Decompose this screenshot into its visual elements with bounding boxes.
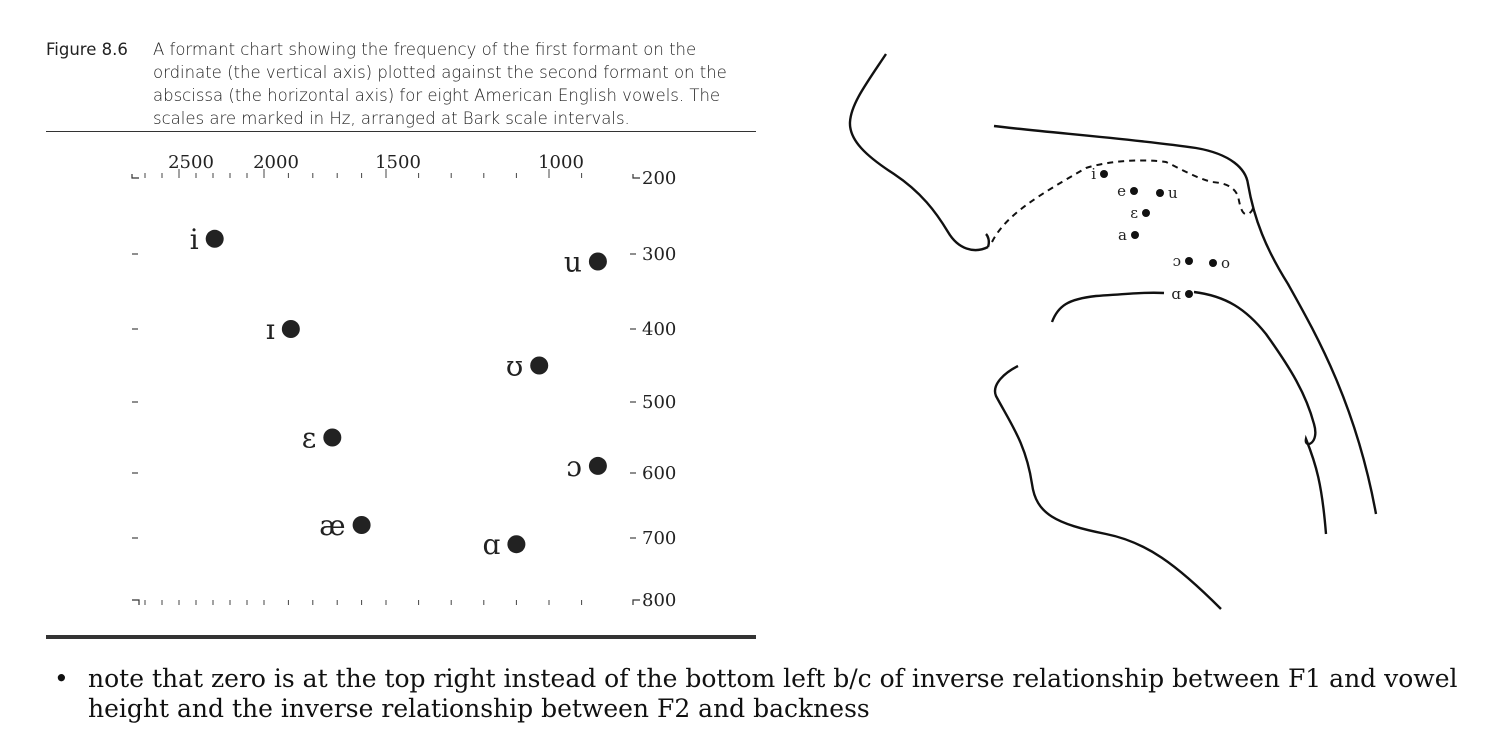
- caption-rule: [46, 131, 756, 132]
- vocal-tract-diagram: i e u ɛa ɔ o ɑ: [848, 53, 1378, 610]
- tract-vowel-label: e: [1117, 182, 1126, 200]
- corner-bottom-right: [632, 599, 640, 605]
- x-tick-label: 1000: [538, 152, 584, 173]
- vowel-point: [507, 535, 526, 554]
- tract-vowel-label: ɔ: [1173, 252, 1181, 270]
- corner-bottom-left: [132, 599, 140, 605]
- vowel-point: [352, 516, 371, 534]
- y-tick-label: 200: [642, 168, 676, 189]
- figure-number: Figure 8.6: [46, 40, 128, 59]
- tract-vowel-label: i: [1091, 165, 1096, 183]
- tract-vowel-dot: [1100, 170, 1108, 178]
- vowel-point-label: ɔ: [566, 450, 582, 483]
- vowel-point: [281, 320, 300, 338]
- vowel-point-label: ʊ: [506, 350, 523, 383]
- chart-points: i u ɪ ʊ ɛ ɔ æ ɑ: [190, 223, 607, 561]
- y-tick-label: 700: [642, 528, 676, 549]
- y-tick-label: 500: [642, 392, 676, 413]
- x-tick-label: 1500: [375, 152, 421, 173]
- note-text: note that zero is at the top right inste…: [88, 664, 1458, 723]
- x-tick-label: 2000: [253, 152, 299, 173]
- tract-vowel-dot: [1185, 290, 1193, 298]
- tract-vowel-dot: [1209, 259, 1217, 267]
- vowel-point: [205, 229, 224, 248]
- tract-vowel-dot: [1130, 187, 1138, 195]
- vowel-point-label: æ: [319, 509, 345, 542]
- x-tick-label: 2500: [168, 152, 214, 173]
- vowel-point: [588, 252, 607, 271]
- formant-chart: 2500 2000 1500 1000 200 300 400 500 600 700 800 i u…: [131, 152, 676, 611]
- nasal-tip: [985, 233, 991, 248]
- tract-vowel-dot: [1156, 189, 1164, 197]
- y-tick-label: 400: [642, 319, 676, 340]
- vowel-point-label: ɪ: [266, 313, 275, 346]
- tract-vowel-label: a: [1118, 226, 1127, 244]
- face-profile-outline: [848, 53, 989, 252]
- note-bullet: •: [54, 664, 69, 693]
- y-tick-label: 800: [642, 590, 676, 611]
- y-tick-label: 300: [642, 244, 676, 265]
- vowel-point-label: i: [190, 223, 199, 256]
- vowel-point: [530, 356, 549, 375]
- chart-tick-labels: 2500 2000 1500 1000 200 300 400 500 600 700 800: [168, 152, 676, 611]
- vowel-point-label: u: [564, 246, 582, 279]
- palate-outline: [993, 124, 1378, 515]
- vowel-point-label: ɛ: [302, 422, 317, 455]
- pharynx-wall-outline: [1193, 290, 1328, 535]
- tract-vowel-label: ɛ: [1130, 204, 1138, 222]
- vowel-point-label: ɑ: [482, 528, 500, 561]
- tract-vowel-label: o: [1221, 254, 1230, 272]
- tract-vowel-dot: [1131, 231, 1139, 239]
- figure-caption-text: A formant chart showing the frequency of…: [153, 40, 727, 128]
- vowel-point: [588, 456, 607, 475]
- y-tick-label: 600: [642, 463, 676, 484]
- tract-vowel-points: i e u ɛa ɔ o ɑ: [1091, 165, 1230, 303]
- corner-top-right: [632, 174, 640, 179]
- tract-vowel-dot: [1142, 209, 1150, 217]
- tract-vowel-dot: [1185, 257, 1193, 265]
- corner-top-left: [131, 174, 139, 179]
- figure-bottom-rule: [46, 635, 756, 639]
- figure-caption: Figure 8.6 A formant chart showing the f…: [46, 38, 756, 130]
- note-paragraph: • note that zero is at the top right ins…: [54, 664, 1464, 724]
- vowel-point: [323, 428, 342, 447]
- tract-vowel-label: ɑ: [1171, 285, 1181, 303]
- tongue-root-outline: [1050, 291, 1165, 323]
- tract-vowel-label: u: [1168, 184, 1178, 202]
- jaw-outline: [993, 364, 1222, 610]
- chart-axes: [131, 169, 640, 605]
